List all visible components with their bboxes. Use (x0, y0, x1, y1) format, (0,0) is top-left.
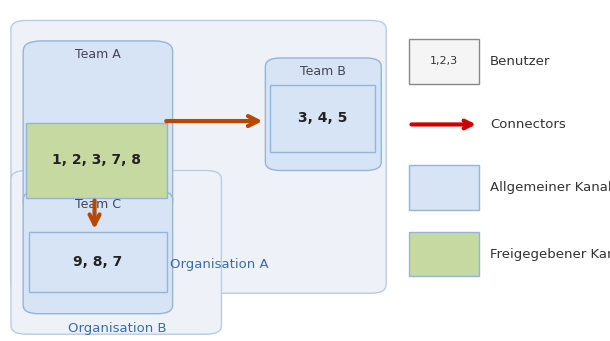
FancyBboxPatch shape (270, 85, 375, 152)
Text: Team A: Team A (75, 48, 121, 61)
Text: Allgemeiner Kanal: Allgemeiner Kanal (490, 181, 610, 194)
Text: Team B: Team B (300, 65, 346, 78)
Text: 1,2,3: 1,2,3 (429, 56, 458, 66)
FancyBboxPatch shape (29, 232, 167, 292)
Text: 9, 8, 7: 9, 8, 7 (73, 255, 123, 269)
FancyBboxPatch shape (11, 170, 221, 334)
FancyBboxPatch shape (409, 232, 479, 276)
FancyBboxPatch shape (23, 41, 173, 211)
Text: Organisation A: Organisation A (170, 258, 269, 271)
Text: 3, 4, 5: 3, 4, 5 (298, 112, 347, 125)
Text: Team C: Team C (75, 198, 121, 211)
FancyBboxPatch shape (409, 165, 479, 210)
Text: Freigegebener Kanal: Freigegebener Kanal (490, 248, 610, 261)
FancyBboxPatch shape (409, 39, 479, 84)
Text: Benutzer: Benutzer (490, 55, 550, 68)
Text: 1, 2, 3, 7, 8: 1, 2, 3, 7, 8 (52, 153, 141, 167)
FancyBboxPatch shape (23, 191, 173, 314)
FancyBboxPatch shape (11, 20, 386, 293)
FancyBboxPatch shape (265, 58, 381, 170)
Text: Connectors: Connectors (490, 118, 565, 131)
Text: Organisation B: Organisation B (68, 322, 167, 335)
FancyBboxPatch shape (26, 123, 167, 198)
